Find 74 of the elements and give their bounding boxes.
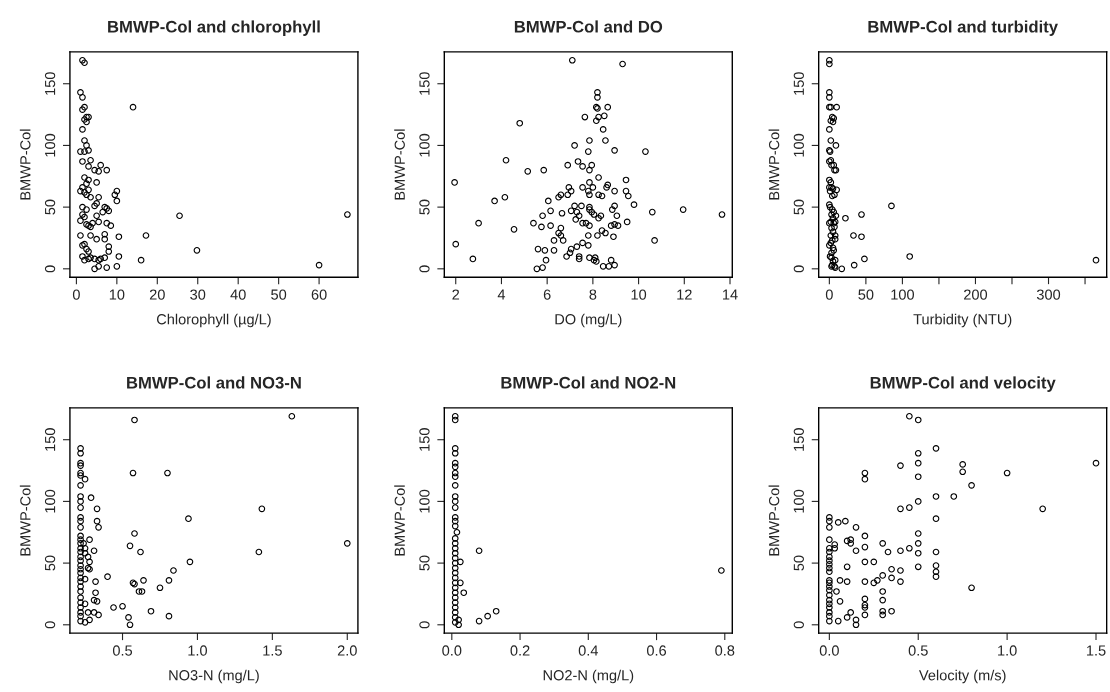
chart-title: BMWP-Col and chlorophyll (108, 20, 320, 36)
y-tick-label: 100 (793, 489, 804, 513)
y-tick-label: 50 (419, 199, 430, 215)
y-tick-label: 0 (793, 621, 804, 629)
x-tick-label: 1.5 (263, 645, 282, 656)
x-tick-label: 0 (825, 289, 833, 300)
chart-title: BMWP-Col and turbidity (868, 20, 1058, 36)
x-tick-label: 12 (677, 289, 692, 300)
y-axis-title: BMWP-Col (768, 129, 780, 200)
y-tick-label: 150 (44, 72, 56, 95)
y-tick-label: 150 (793, 428, 804, 451)
x-axis-title: Velocity (m/s) (918, 669, 1006, 684)
y-tick-label: 0 (793, 265, 804, 273)
x-tick-label: 20 (149, 289, 165, 300)
x-tick-label: 1.0 (188, 645, 208, 656)
x-axis-title: Chlorophyll (µg/L) (156, 313, 271, 328)
y-tick-label: 0 (44, 621, 56, 629)
x-tick-label: 0.5 (908, 645, 928, 656)
y-tick-label: 50 (44, 199, 56, 215)
x-tick-label: 0.2 (510, 645, 530, 656)
y-tick-label: 150 (793, 72, 804, 95)
x-tick-label: 0.6 (646, 645, 667, 656)
x-axis-title: DO (mg/L) (555, 313, 622, 328)
y-axis-title: BMWP-Col (768, 485, 780, 556)
x-tick-label: 40 (230, 289, 246, 300)
x-tick-label: 2.0 (337, 645, 357, 656)
x-tick-label: 0.4 (578, 645, 599, 656)
x-tick-label: 30 (190, 289, 206, 300)
x-tick-label: 200 (964, 289, 988, 300)
x-tick-label: 6 (543, 289, 551, 300)
y-tick-label: 0 (419, 621, 430, 629)
y-tick-label: 100 (44, 133, 56, 157)
y-tick-label: 150 (419, 428, 430, 451)
x-tick-label: 0.5 (112, 645, 133, 656)
x-tick-label: 1.5 (1086, 645, 1106, 656)
x-tick-label: 10 (631, 289, 647, 300)
chart-title: BMWP-Col and NO3-N (127, 376, 301, 389)
y-axis-title: BMWP-Col (394, 485, 405, 556)
y-tick-label: 100 (419, 489, 430, 513)
chart-title: BMWP-Col and NO2-N (501, 376, 676, 389)
x-tick-label: 0 (72, 289, 80, 300)
x-axis-title: NO3-N (mg/L) (169, 669, 259, 684)
y-tick-label: 100 (793, 133, 804, 157)
y-axis-title: BMWP-Col (19, 485, 31, 556)
chart-title: BMWP-Col and DO (514, 20, 663, 33)
y-tick-label: 150 (44, 428, 56, 451)
x-tick-label: 14 (723, 289, 738, 300)
x-tick-label: 50 (858, 289, 874, 300)
x-tick-label: 10 (109, 289, 125, 300)
x-tick-label: 0.0 (819, 645, 839, 656)
x-tick-label: 100 (891, 289, 914, 300)
y-tick-label: 100 (44, 489, 56, 513)
y-tick-label: 0 (419, 265, 430, 273)
x-tick-label: 0.8 (715, 645, 735, 656)
x-tick-label: 8 (589, 289, 597, 300)
x-tick-label: 300 (1036, 289, 1061, 300)
y-tick-label: 50 (44, 555, 56, 571)
y-tick-label: 100 (419, 133, 430, 157)
y-tick-label: 150 (419, 72, 430, 95)
x-tick-label: 0.0 (442, 645, 462, 656)
y-tick-label: 50 (793, 555, 804, 571)
y-axis-title: BMWP-Col (19, 129, 31, 200)
y-axis-title: BMWP-Col (394, 129, 405, 200)
x-tick-label: 1.0 (998, 645, 1017, 656)
x-axis-title: NO2-N (mg/L) (543, 669, 634, 684)
x-axis-title: Turbidity (NTU) (913, 313, 1012, 328)
y-tick-label: 0 (44, 265, 56, 273)
y-tick-label: 50 (419, 555, 430, 571)
x-tick-label: 60 (311, 289, 327, 300)
chart-title: BMWP-Col and velocity (870, 376, 1056, 392)
x-tick-label: 4 (497, 289, 506, 300)
x-tick-label: 2 (452, 289, 460, 300)
x-tick-label: 50 (271, 289, 287, 300)
y-tick-label: 50 (793, 199, 804, 215)
